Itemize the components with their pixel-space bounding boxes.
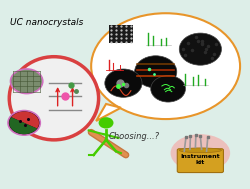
Circle shape <box>98 117 114 129</box>
Bar <box>180 69 210 86</box>
Text: UC nanocrystals: UC nanocrystals <box>10 18 83 27</box>
Wedge shape <box>9 117 37 134</box>
Text: Instrument
kit: Instrument kit <box>180 154 220 165</box>
Ellipse shape <box>9 57 99 140</box>
Circle shape <box>10 69 43 94</box>
Circle shape <box>8 111 40 135</box>
Ellipse shape <box>170 134 230 172</box>
Bar <box>108 25 133 43</box>
Polygon shape <box>96 104 121 121</box>
Text: Choosing...?: Choosing...? <box>108 132 160 141</box>
Circle shape <box>105 69 142 97</box>
Circle shape <box>134 56 177 88</box>
Circle shape <box>179 33 222 65</box>
Ellipse shape <box>91 13 240 119</box>
FancyBboxPatch shape <box>177 149 224 173</box>
Ellipse shape <box>179 148 222 153</box>
Wedge shape <box>11 112 39 129</box>
Circle shape <box>151 76 186 102</box>
Bar <box>143 28 173 47</box>
